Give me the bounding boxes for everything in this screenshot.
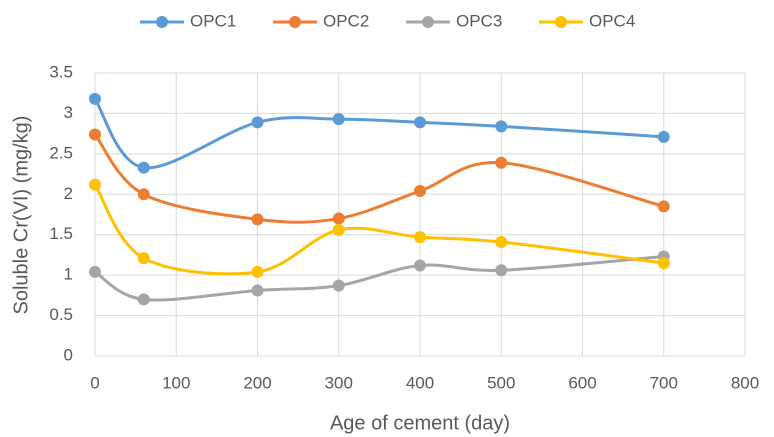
data-point [332, 223, 345, 236]
legend-marker [156, 16, 168, 28]
data-point [332, 113, 345, 126]
data-point [137, 293, 150, 306]
data-point [89, 128, 101, 141]
x-axis-title: Age of cement (day) [330, 412, 510, 434]
data-point [657, 257, 670, 270]
data-point [89, 265, 101, 278]
y-tick-label: 2 [64, 184, 73, 203]
data-point [495, 156, 508, 169]
legend-label: OPC2 [323, 11, 369, 30]
data-point [89, 92, 101, 105]
data-point [495, 264, 508, 277]
legend-label: OPC1 [190, 11, 236, 30]
x-tick-label: 700 [650, 373, 678, 392]
y-tick-label: 2.5 [49, 143, 73, 162]
y-tick-label: 0.5 [49, 305, 73, 324]
series-line [93, 183, 664, 276]
legend-label: OPC3 [456, 11, 502, 30]
data-point [137, 188, 150, 201]
data-point [495, 120, 508, 133]
y-axis-title: Soluble Cr(VI) (mg/kg) [10, 116, 32, 315]
x-tick-label: 300 [325, 373, 353, 392]
y-tick-label: 0 [64, 345, 73, 364]
legend-label: OPC4 [589, 11, 635, 30]
data-point [657, 200, 670, 213]
data-point [332, 279, 345, 292]
data-point [495, 235, 508, 248]
y-tick-label: 1.5 [49, 224, 73, 243]
x-tick-label: 200 [243, 373, 271, 392]
legend-marker [289, 16, 301, 28]
data-point [414, 259, 426, 272]
data-point [414, 231, 426, 244]
x-tick-label: 600 [568, 373, 596, 392]
series-line [94, 255, 664, 302]
data-point [251, 265, 264, 278]
x-tick-label: 800 [731, 373, 759, 392]
x-tick-label: 400 [406, 373, 434, 392]
data-point [414, 185, 426, 198]
data-point [251, 284, 264, 297]
x-tick-label: 100 [162, 373, 190, 392]
y-tick-label: 3 [64, 103, 73, 122]
data-point [251, 116, 264, 129]
y-tick-label: 3.5 [49, 62, 73, 81]
data-point [332, 212, 345, 225]
data-point [251, 213, 264, 226]
y-tick-label: 1 [64, 265, 73, 284]
series-line [93, 98, 664, 170]
legend-marker [555, 16, 567, 28]
series-line [93, 133, 665, 224]
data-point [657, 130, 670, 143]
x-tick-label: 500 [487, 373, 515, 392]
data-point [137, 161, 150, 174]
x-tick-label: 0 [90, 373, 99, 392]
data-point [414, 116, 426, 129]
data-point [137, 252, 150, 265]
data-point [89, 178, 101, 191]
legend-marker [422, 16, 434, 28]
